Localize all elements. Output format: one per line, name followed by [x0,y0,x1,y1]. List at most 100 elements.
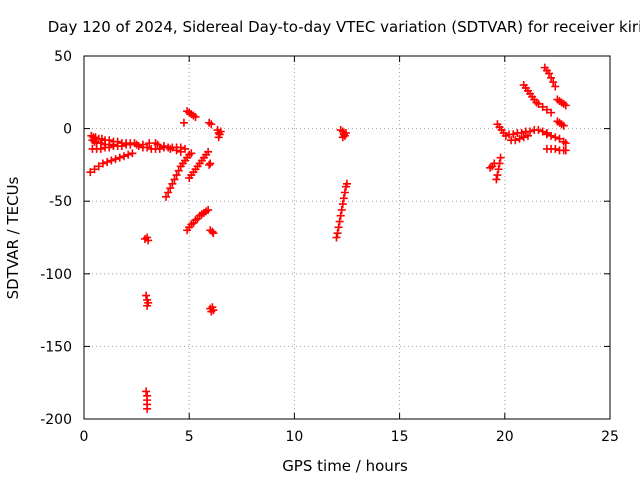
data-point [209,306,218,315]
y-tick-label: -50 [49,194,72,210]
data-point [333,229,342,238]
data-point [335,217,344,226]
data-point [542,105,551,114]
data-point [170,175,179,184]
data-point [495,159,504,168]
data-point [511,136,520,145]
data-point [124,150,133,159]
data-point [207,120,216,129]
data-point [534,99,543,108]
data-point [209,229,218,238]
y-tick-label: -200 [40,412,72,428]
data-point [96,144,105,153]
data-point [332,233,341,242]
data-point [561,101,570,110]
data-point [144,236,153,245]
data-point [559,121,568,130]
data-point [339,194,348,203]
data-point [216,127,225,136]
data-point [172,146,181,155]
data-point [180,144,189,153]
data-point [107,156,116,165]
data-point [542,130,551,139]
data-point [509,130,518,139]
data-point [208,227,217,236]
data-point [492,175,501,184]
data-point [174,166,183,175]
data-point [168,179,177,188]
data-point [204,205,213,214]
data-point [338,133,347,142]
data-point [111,155,120,164]
data-point [187,149,196,158]
data-point [166,184,175,193]
data-point [191,112,200,121]
data-point [164,188,173,197]
data-point [341,128,350,137]
data-point [494,165,503,174]
data-point [155,144,164,153]
axis-ticks: 0 5 10 15 20 25 -200 -150 -100 -50 0 50 [40,49,619,445]
data-point [115,153,124,162]
data-point [517,128,526,137]
data-point [547,108,556,117]
data-point [172,171,181,180]
data-point [547,131,556,140]
data-point [119,152,128,161]
data-point [143,404,152,413]
data-point [519,133,528,142]
data-point [214,133,223,142]
data-point [340,188,349,197]
data-point [538,127,547,136]
data-point [142,387,151,396]
data-point [142,291,151,300]
data-point [134,142,143,151]
data-point [515,134,524,143]
data-point [561,139,570,148]
data-point [334,223,343,232]
data-point [549,78,558,87]
data-point [336,211,345,220]
data-point [86,168,95,177]
data-point [544,69,553,78]
y-tick-label: -100 [40,267,72,283]
x-tick-label: 15 [391,429,409,445]
data-point [547,73,556,82]
data-point [551,144,560,153]
y-tick-label: 50 [54,49,72,65]
data-point [143,143,152,152]
data-point [205,160,214,169]
y-tick-label: -150 [40,339,72,355]
data-point [337,205,346,214]
data-point [343,179,351,188]
data-point [561,146,570,155]
data-point [90,165,99,174]
data-point [117,142,126,151]
data-point [551,82,560,91]
x-axis-label: GPS time / hours [282,457,408,475]
x-tick-label: 10 [285,429,303,445]
data-point [143,301,152,310]
data-point [534,126,543,135]
x-tick-label: 0 [80,429,89,445]
data-point [94,162,103,171]
data-point [153,140,162,149]
data-point [179,118,188,127]
data-point [555,134,564,143]
data-point [538,102,547,111]
y-axis-label: SDTVAR / TECUs [4,176,22,299]
data-point [496,153,505,162]
data-point [204,147,213,156]
data-point [206,159,215,168]
data-point [103,157,112,166]
plot-border [83,55,611,420]
data-point [98,159,107,168]
data-point [523,131,532,140]
y-tick-label: 0 [63,122,72,138]
data-point [162,192,171,201]
chart-title: Day 120 of 2024, Sidereal Day-to-day VTE… [48,18,640,36]
x-tick-label: 5 [185,429,194,445]
